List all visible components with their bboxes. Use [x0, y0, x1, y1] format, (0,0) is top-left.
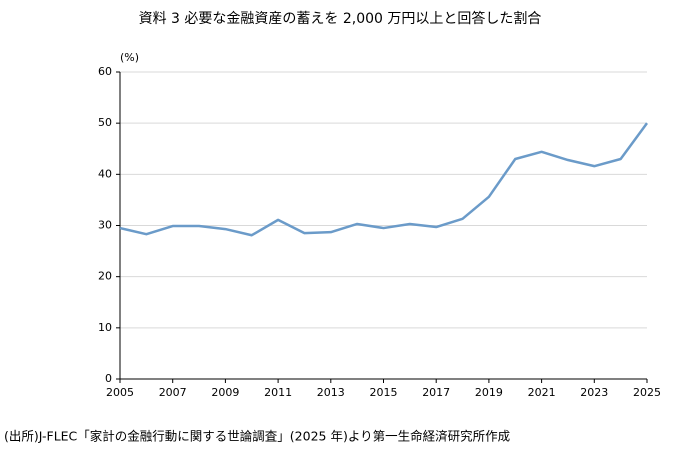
y-tick-label: 0 [105, 372, 112, 385]
y-tick-label: 10 [98, 321, 112, 334]
x-tick-label: 2009 [211, 386, 239, 399]
x-tick-label: 2013 [317, 386, 345, 399]
x-tick-label: 2021 [528, 386, 556, 399]
x-tick-label: 2011 [264, 386, 292, 399]
x-tick-label: 2019 [475, 386, 503, 399]
x-tick-label: 2023 [580, 386, 608, 399]
chart-title: 資料 3 必要な金融資産の蓄えを 2,000 万円以上と回答した割合 [139, 10, 542, 27]
x-tick-label: 2015 [370, 386, 398, 399]
data-line [119, 122, 649, 237]
source-note: (出所)J-FLEC「家計の金融行動に関する世論調査」(2025 年)より第一生… [4, 429, 510, 444]
y-tick-label: 60 [98, 65, 112, 78]
y-tick-label: 30 [98, 219, 112, 232]
y-axis-label: (%) [120, 51, 139, 64]
x-tick-label: 2005 [106, 386, 134, 399]
x-tick-label: 2017 [422, 386, 450, 399]
x-tick-label: 2007 [159, 386, 187, 399]
y-tick-label: 40 [98, 167, 112, 180]
x-tick-label: 2025 [633, 386, 661, 399]
y-tick-label: 50 [98, 116, 112, 129]
y-tick-label: 20 [98, 270, 112, 283]
